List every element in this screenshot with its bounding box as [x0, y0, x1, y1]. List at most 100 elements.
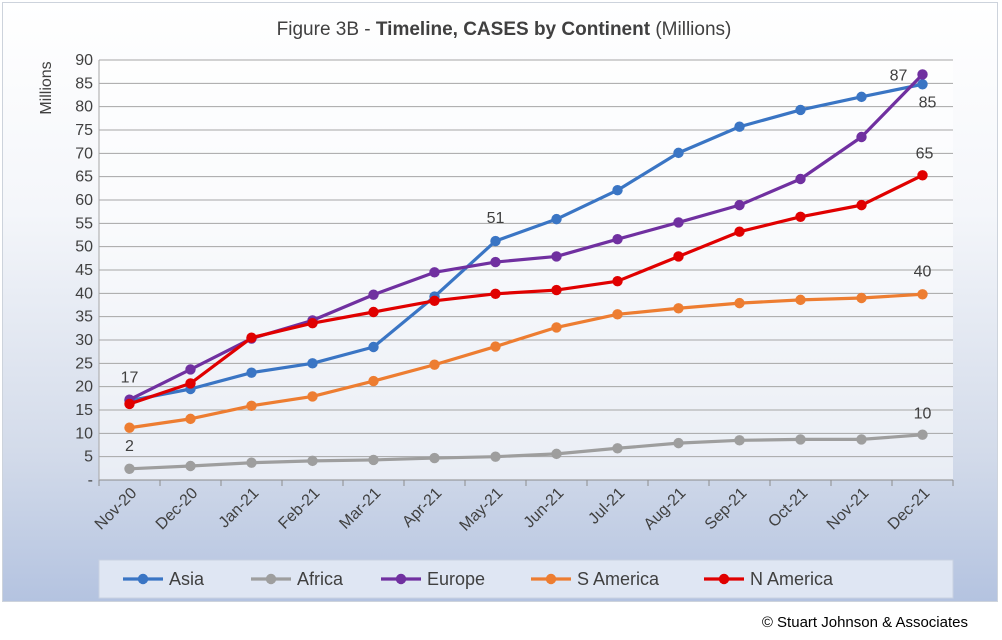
data-point-asia [673, 147, 684, 159]
y-tick-label: 45 [75, 262, 93, 279]
data-point-s-america [795, 294, 806, 306]
y-tick-label: 5 [84, 449, 93, 466]
data-point-asia [795, 104, 806, 116]
data-point-asia [917, 79, 928, 90]
data-point-europe [856, 131, 867, 143]
data-label: 65 [916, 145, 934, 162]
data-point-s-america [246, 400, 257, 411]
data-point-n-america [856, 199, 867, 211]
data-point-asia [551, 213, 562, 225]
data-point-africa [124, 463, 135, 474]
x-tick-label: Aug-21 [641, 485, 690, 534]
data-point-n-america [673, 251, 684, 262]
y-tick-label: 20 [75, 379, 93, 396]
data-point-europe [673, 217, 684, 228]
copyright-notice: © Stuart Johnson & Associates [761, 614, 968, 631]
legend-box [98, 559, 954, 599]
data-label: 2 [125, 438, 134, 455]
x-tick-label: May-21 [457, 485, 507, 535]
x-tick-label: Dec-20 [153, 485, 202, 534]
y-tick-label: 75 [75, 122, 93, 139]
y-tick-label: 85 [75, 75, 93, 92]
y-tick-label: 65 [75, 169, 93, 186]
x-tick-label: Feb-21 [275, 485, 323, 533]
data-point-europe [185, 364, 196, 375]
data-point-s-america [368, 375, 379, 387]
data-point-n-america [124, 398, 135, 410]
data-point-africa [307, 455, 318, 467]
y-tick-label: 50 [75, 239, 93, 256]
y-tick-label: 60 [75, 192, 93, 209]
series-line-s-america [129, 292, 923, 430]
data-point-s-america [124, 422, 135, 433]
y-tick-label: 10 [75, 425, 93, 442]
data-point-asia [856, 91, 867, 103]
x-tick-label: Jun-21 [521, 485, 568, 532]
y-tick-label: 80 [75, 99, 93, 116]
legend-swatch-marker [137, 573, 149, 585]
line-chart: Figure 3B - Timeline, CASES by Continent… [38, 19, 954, 599]
data-point-africa [429, 452, 440, 464]
plot-area: - 5 10 15 20 25 30 35 40 45 50 55 60 65 70 75 80 85 90 Nov-… [75, 52, 954, 535]
data-point-africa [856, 434, 867, 445]
data-point-africa [368, 454, 379, 466]
data-point-africa [795, 434, 806, 445]
data-label: 85 [919, 94, 937, 111]
data-point-africa [673, 437, 684, 449]
chart-title-prefix: Figure 3B - [277, 19, 376, 40]
data-point-s-america [490, 341, 501, 352]
legend-swatch-marker [265, 573, 277, 585]
data-point-n-america [917, 170, 928, 181]
x-tick-label: Jul-21 [585, 485, 628, 528]
data-point-n-america [429, 295, 440, 306]
data-point-europe [368, 289, 379, 300]
x-tick-label: Oct-21 [765, 485, 811, 531]
chart-frame: Figure 3B - Timeline, CASES by Continent… [2, 2, 998, 602]
data-point-n-america [551, 284, 562, 296]
data-point-africa [917, 429, 928, 440]
data-label: 51 [487, 210, 505, 227]
data-point-s-america [612, 309, 623, 320]
data-point-europe [917, 69, 928, 80]
data-point-s-america [856, 292, 867, 304]
x-tick-label: Nov-21 [824, 485, 873, 534]
y-tick-label: 55 [75, 215, 93, 232]
data-point-asia [490, 235, 501, 247]
y-tick-label: 30 [75, 332, 93, 349]
series-line-asia [129, 82, 923, 403]
y-tick-label: 90 [75, 52, 93, 69]
x-tick-label: Dec-21 [885, 485, 934, 534]
series-line-n-america [128, 173, 924, 406]
data-label: 87 [890, 67, 908, 84]
data-label: 17 [121, 370, 139, 387]
y-tick-label: 15 [75, 402, 93, 419]
data-point-africa [185, 460, 196, 472]
data-point-europe [551, 251, 562, 262]
y-tick-label: 25 [75, 355, 93, 372]
data-point-asia [734, 121, 745, 132]
y-tick-label: 40 [75, 285, 93, 302]
chart-title-suffix: (Millions) [650, 19, 731, 40]
data-point-n-america [612, 276, 623, 287]
data-point-n-america [368, 306, 379, 318]
data-label: 10 [914, 406, 932, 423]
data-point-asia [612, 185, 623, 196]
data-point-n-america [734, 226, 745, 237]
data-point-s-america [673, 303, 684, 314]
y-tick-label: 70 [75, 145, 93, 162]
data-point-europe [734, 199, 745, 211]
legend-label: N America [750, 569, 834, 589]
data-point-n-america [246, 332, 257, 343]
chart-title: Figure 3B - Timeline, CASES by Continent… [277, 19, 732, 40]
y-tick-label: - [88, 472, 93, 489]
legend-swatch-marker [545, 573, 557, 585]
x-tick-label: Jan-21 [216, 485, 263, 532]
data-label: 40 [914, 263, 932, 280]
data-point-africa [490, 451, 501, 462]
legend-label: Europe [427, 569, 485, 589]
legend-swatch-marker [395, 573, 407, 585]
data-point-africa [734, 435, 745, 446]
data-point-s-america [185, 413, 196, 425]
x-tick-label: Apr-21 [399, 485, 445, 531]
data-point-europe [429, 267, 440, 278]
